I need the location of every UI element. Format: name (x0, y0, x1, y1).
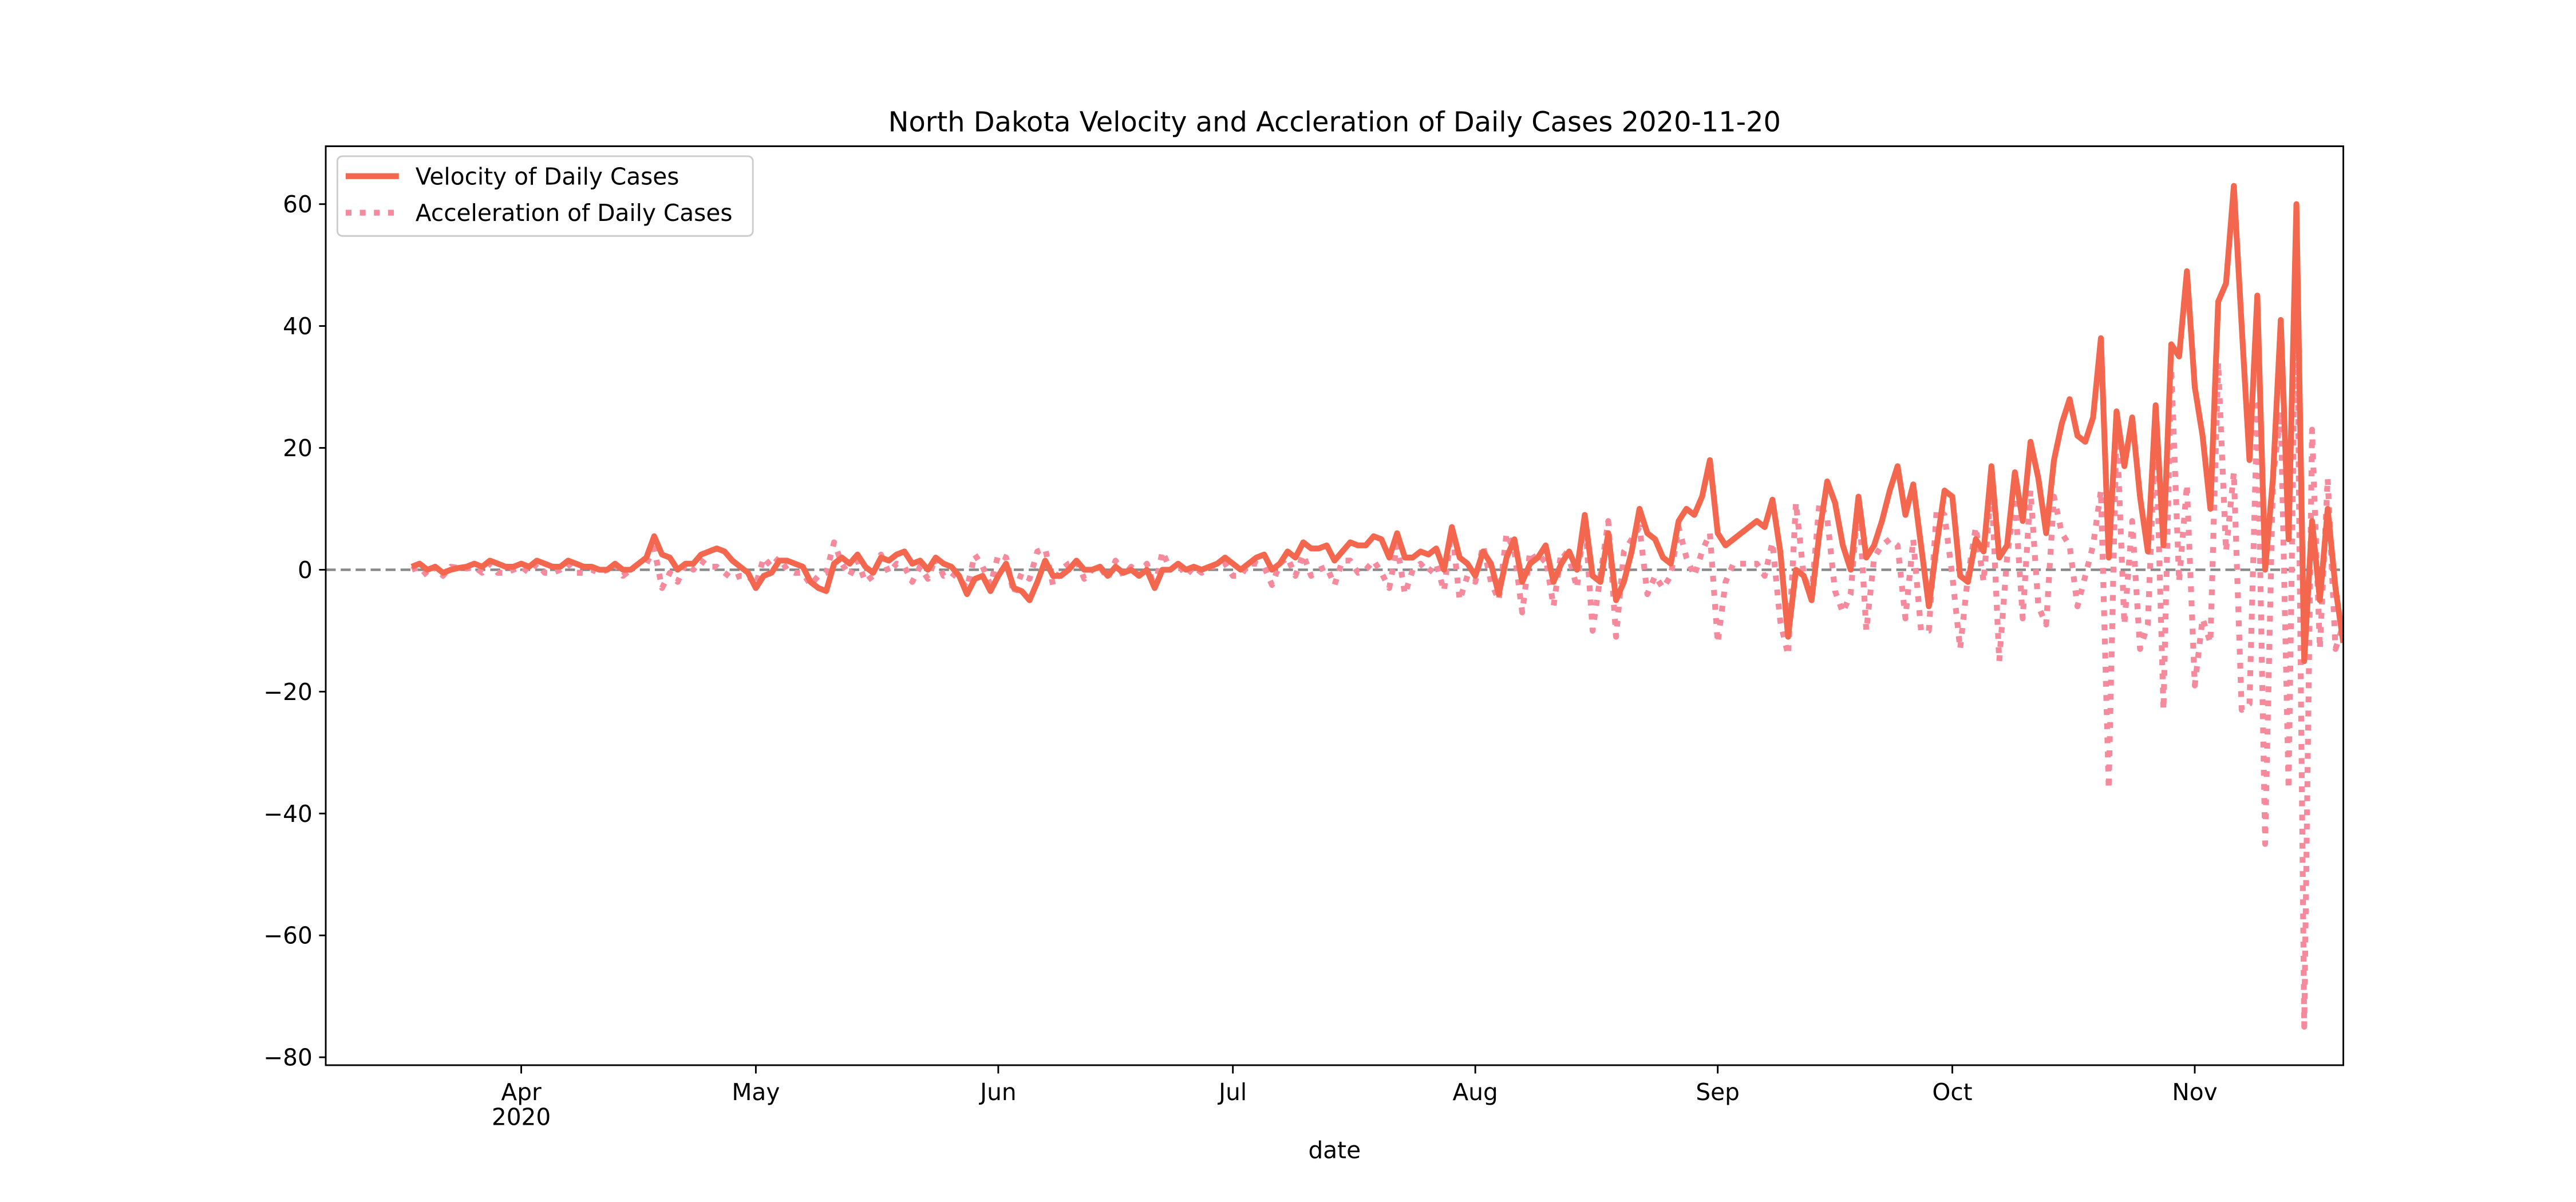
x-tick-label: Sep (1696, 1078, 1740, 1106)
x-axis-label: date (1308, 1137, 1361, 1164)
x-tick-label: Nov (2172, 1078, 2217, 1106)
x-tick-year: 2020 (492, 1103, 551, 1130)
series-line (410, 183, 2344, 665)
x-tick-label: May (732, 1078, 780, 1106)
axes-frame (325, 145, 2344, 1066)
x-tick-label: Aug (1453, 1078, 1498, 1106)
legend-box (336, 155, 754, 237)
chart-title: North Dakota Velocity and Accleration of… (888, 106, 1781, 138)
y-tick-label: −80 (263, 1044, 313, 1071)
plot-area (326, 183, 2344, 1030)
x-tick-label: Jul (1217, 1078, 1247, 1106)
x-tick-label: Oct (1932, 1078, 1972, 1106)
y-tick-label: 60 (283, 191, 313, 218)
y-tick-label: −20 (263, 678, 313, 706)
legend-label: Acceleration of Daily Cases (416, 199, 733, 227)
y-tick-label: 0 (298, 556, 313, 584)
y-tick-label: 40 (283, 313, 313, 340)
x-tick-label: Jun (978, 1078, 1016, 1106)
y-tick-label: −40 (263, 800, 313, 828)
y-tick-label: −60 (263, 922, 313, 950)
series-line (410, 231, 2344, 1030)
legend-label: Velocity of Daily Cases (416, 163, 679, 190)
x-tick-label: Apr (501, 1078, 542, 1106)
y-tick-label: 20 (283, 434, 313, 462)
